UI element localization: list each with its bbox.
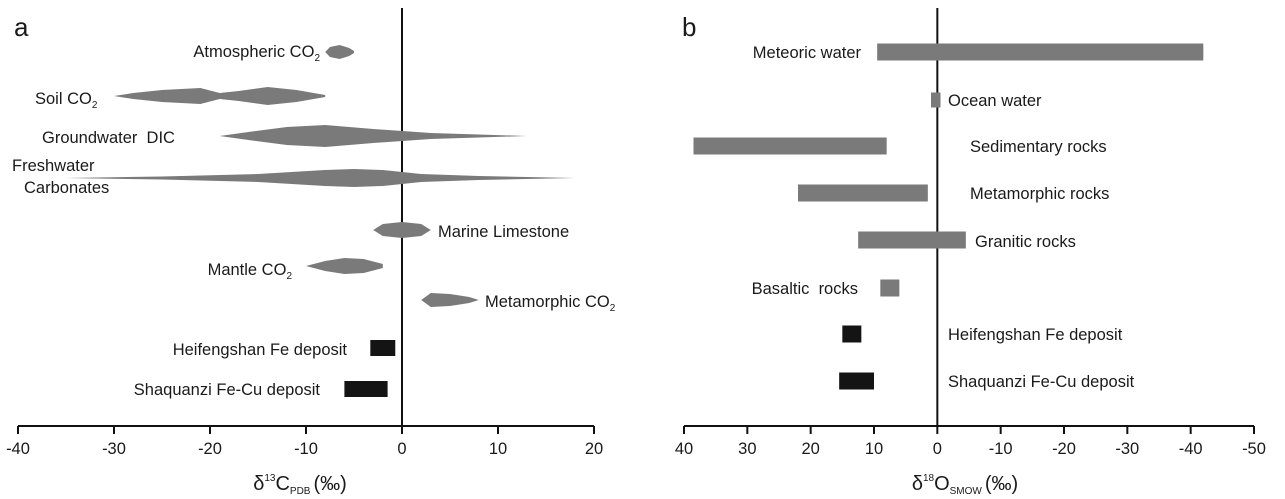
panel-b-tick-label: 40 (675, 440, 693, 458)
panel-b-tick-label: -40 (1179, 440, 1203, 458)
basaltic-rocks-bar (880, 279, 900, 297)
panel-b-marks (693, 43, 1204, 390)
label-groundwater-dic: Groundwater DIC (42, 129, 175, 147)
panel-b-tick-label: -20 (1052, 440, 1076, 458)
marine-limestone-range-shape (373, 222, 431, 238)
panel-a-chart: a -40 -30 -20 -10 0 10 20 Atmospheric CO2 Soil… (6, 8, 616, 497)
panel-a-tick-label: -40 (6, 440, 30, 458)
label-shaquanzi-a: Shaquanzi Fe-Cu deposit (134, 381, 321, 399)
label-marine-limestone: Marine Limestone (438, 223, 569, 241)
label-meteoric-water: Meteoric water (753, 44, 862, 62)
label-basaltic-rocks: Basaltic rocks (752, 280, 858, 298)
panel-a-tick-label: 10 (489, 440, 507, 458)
panel-b-tick-label: 30 (738, 440, 756, 458)
panel-a-letter: a (14, 12, 29, 42)
label-sedimentary-rocks: Sedimentary rocks (970, 138, 1107, 156)
meteoric-water-bar (877, 43, 1204, 61)
panel-b-tick-label: -30 (1115, 440, 1139, 458)
groundwater-dic-range-shape (219, 125, 527, 147)
label-metamorphic-rocks: Metamorphic rocks (970, 185, 1109, 203)
metamorphic-rocks-bar (798, 184, 928, 202)
shaquanzi-fe-cu-deposit-bar (344, 381, 388, 397)
panel-b-tick-label: 20 (801, 440, 819, 458)
panel-b-labels: Meteoric water Ocean water Sedimentary r… (752, 44, 1135, 391)
panel-a-tick-label: 0 (397, 440, 406, 458)
sedimentary-rocks-bar (693, 137, 887, 155)
panel-b-tick-label: -10 (989, 440, 1013, 458)
panel-b-tick-label: -50 (1242, 440, 1266, 458)
panel-a-tick-label: 20 (585, 440, 603, 458)
mantle-co-range-shape (306, 258, 383, 274)
label-granitic-rocks: Granitic rocks (975, 233, 1076, 251)
label-freshwater: Freshwater (12, 157, 95, 175)
label-carbonates: Carbonates (24, 179, 109, 197)
label-shaquanzi-b: Shaquanzi Fe-Cu deposit (948, 373, 1135, 391)
panel-a-x-axis-title: δ13CPDB (‰) (253, 473, 347, 497)
panel-a-marks (66, 45, 575, 397)
panel-b-letter: b (682, 12, 696, 42)
panel-b-tick-label: 0 (933, 440, 942, 458)
metamorphic-co-range-shape (421, 293, 479, 307)
label-mantle-co2: Mantle CO2 (208, 261, 293, 282)
label-ocean-water: Ocean water (948, 92, 1042, 110)
panel-a-tick-label: -20 (198, 440, 222, 458)
label-metamorphic-co2: Metamorphic CO2 (485, 293, 616, 314)
panel-b-x-axis-title: δ18OSMOW (‰) (912, 473, 1018, 497)
heifengshan-fe-deposit-bar (370, 340, 396, 356)
label-heifengshan-a: Heifengshan Fe deposit (173, 341, 348, 359)
panel-a-ticks: -40 -30 -20 -10 0 10 20 (6, 426, 603, 458)
panel-a-tick-label: -30 (102, 440, 126, 458)
panel-b-tick-label: 10 (865, 440, 883, 458)
panel-a-labels: Atmospheric CO2 Soil CO2 Groundwater DIC… (12, 43, 616, 399)
label-atmospheric-co2: Atmospheric CO2 (193, 43, 320, 64)
label-soil-co2: Soil CO2 (35, 90, 98, 111)
shaquanzi-fe-cu-deposit-bar (839, 372, 874, 390)
heifengshan-fe-deposit-bar (842, 325, 862, 343)
panel-b-chart: b 40 30 20 10 0 -10 -20 -30 -40 -50 Meteoric wate… (675, 8, 1266, 497)
label-heifengshan-b: Heifengshan Fe deposit (948, 326, 1123, 344)
granitic-rocks-bar (858, 231, 966, 249)
atmospheric-co-range-shape (325, 45, 354, 59)
soil-co-range-shape (114, 87, 326, 105)
ocean-water-bar (931, 92, 941, 108)
freshwater-carbonates-range-shape (66, 169, 575, 187)
panel-b-ticks: 40 30 20 10 0 -10 -20 -30 -40 -50 (675, 426, 1266, 458)
panel-a-tick-label: -10 (294, 440, 318, 458)
